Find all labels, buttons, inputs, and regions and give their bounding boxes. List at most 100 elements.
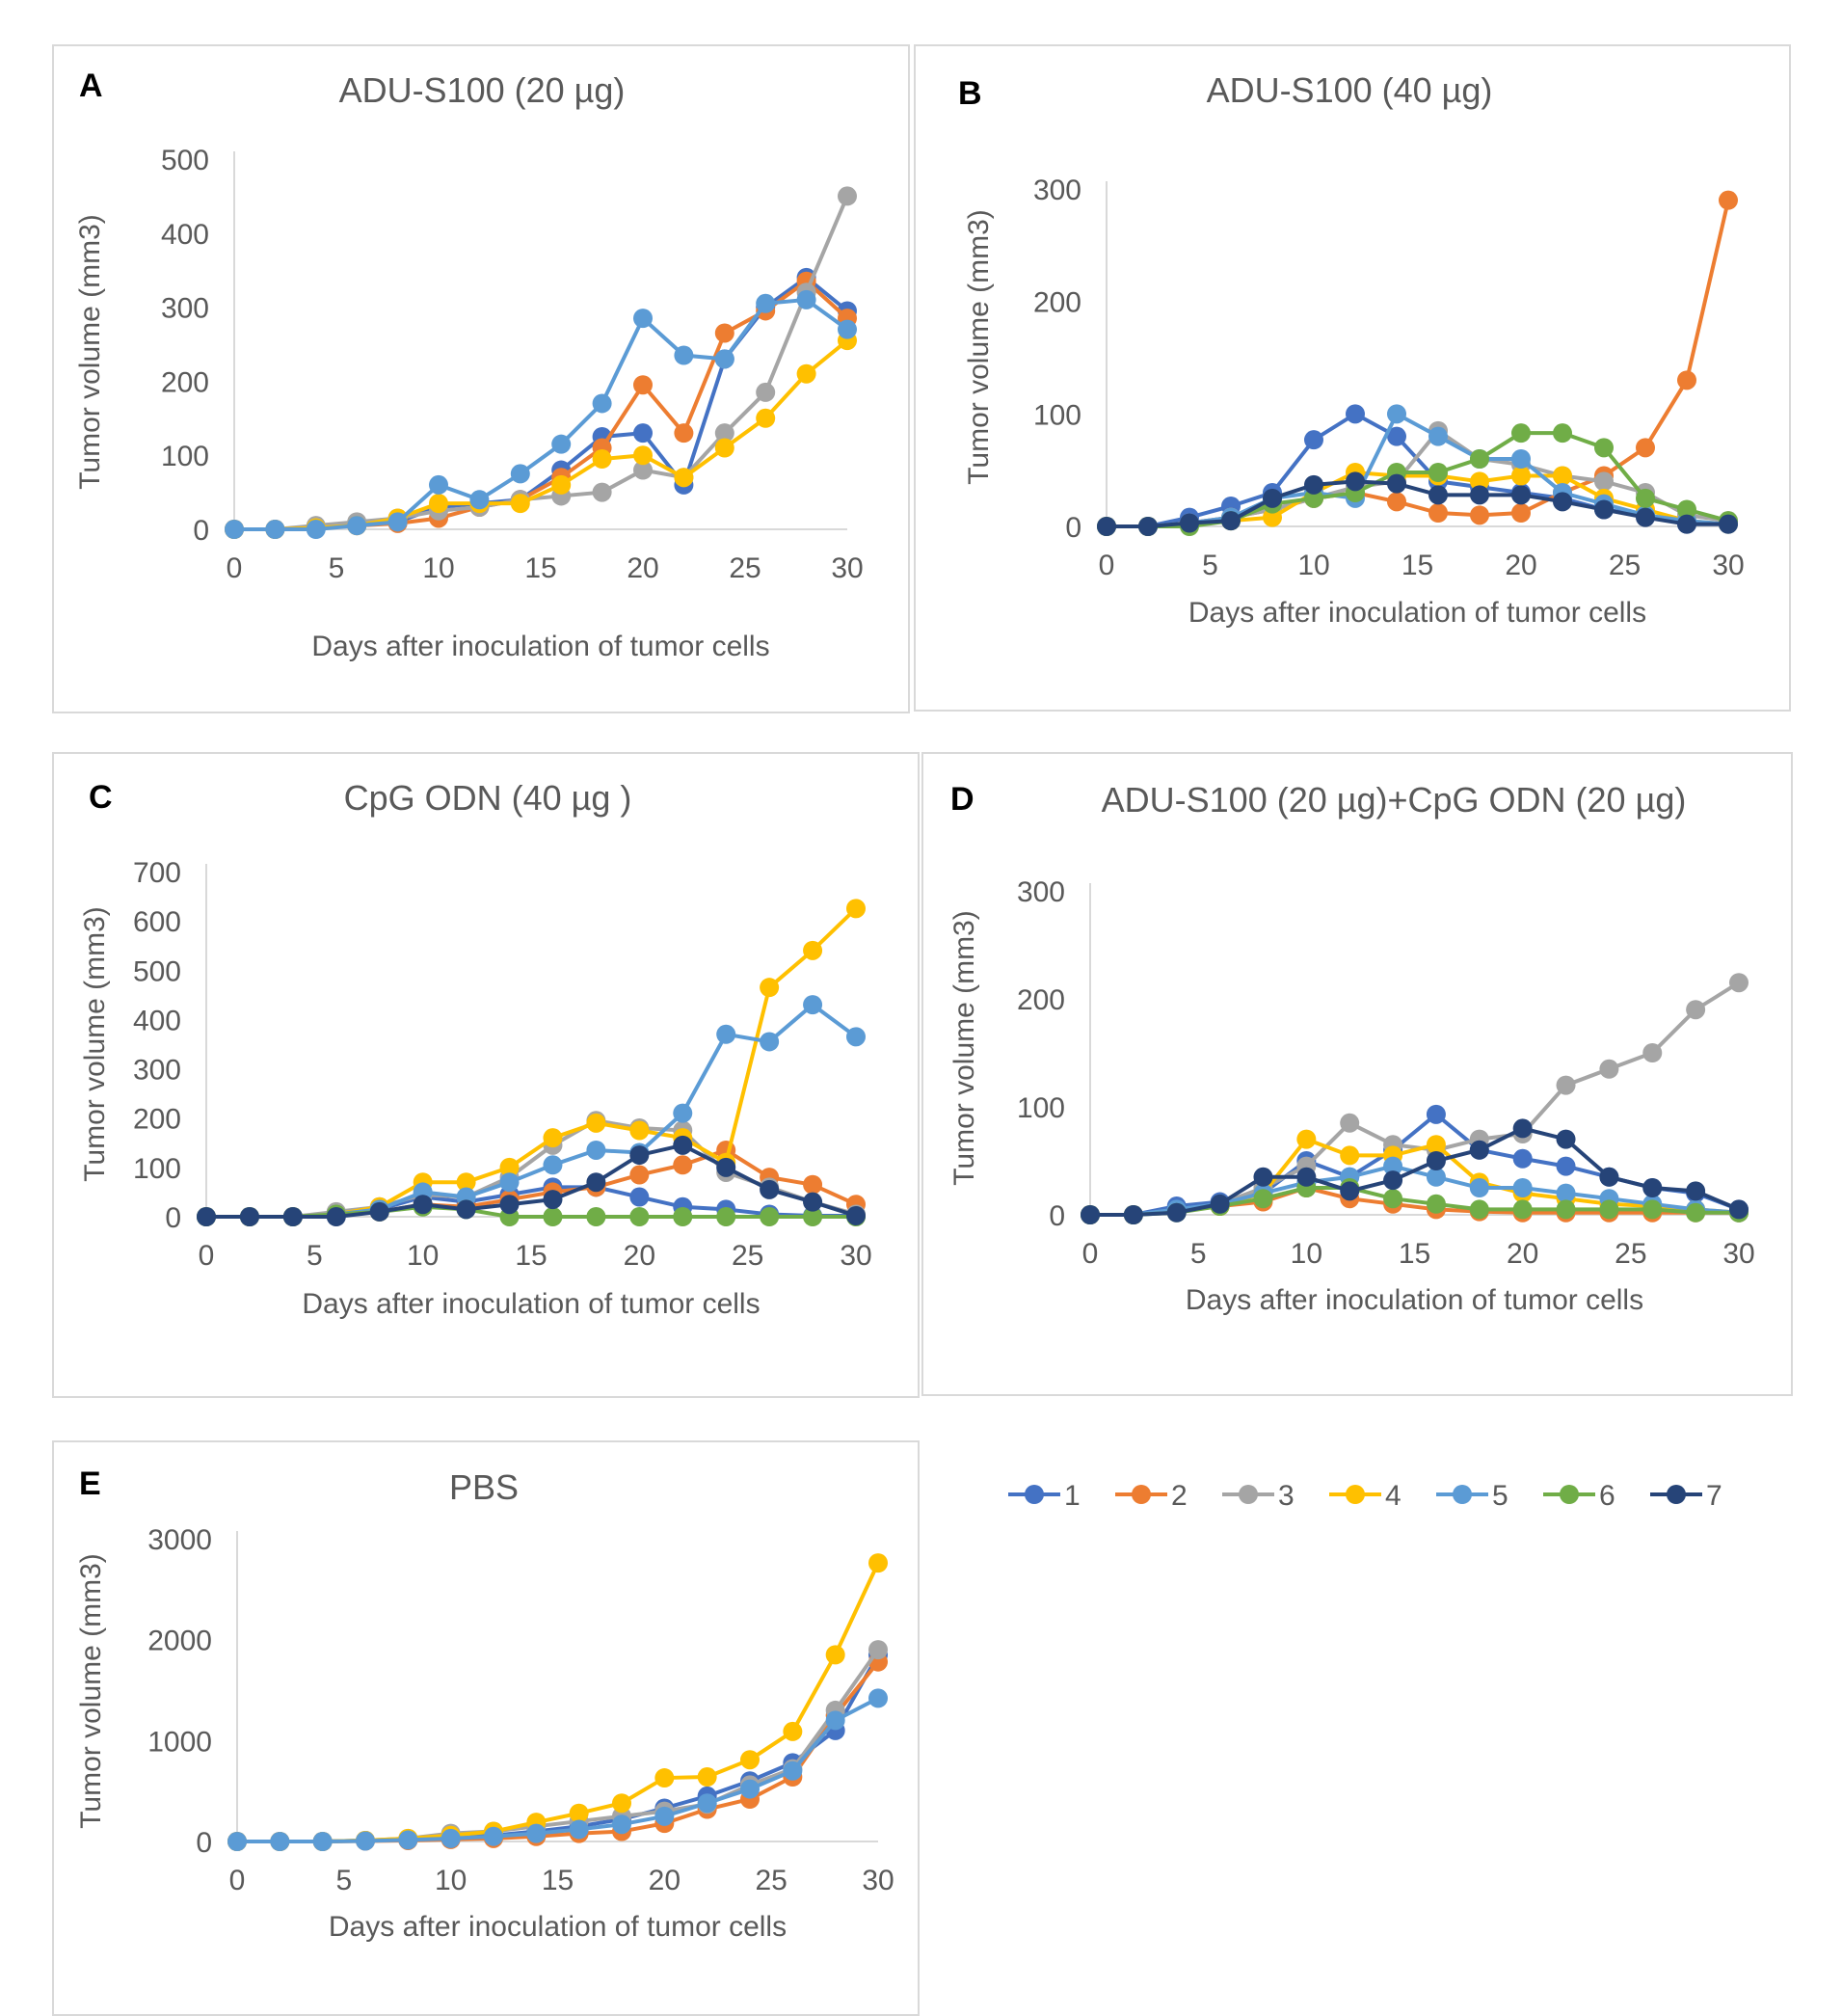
panel-b-series-7-point	[1636, 507, 1655, 527]
panel-c-label: C	[89, 779, 113, 816]
panel-d-x-tick-label: 30	[1722, 1238, 1754, 1270]
panel-c-series-2-point	[803, 1174, 823, 1195]
panel-b-series-6-point	[1594, 438, 1614, 458]
panel-d-series-6-point	[1383, 1189, 1403, 1209]
panel-b-x-tick-label: 30	[1712, 550, 1744, 581]
panel-c-x-axis-label: Days after inoculation of tumor cells	[302, 1288, 760, 1320]
panel-b-chart: B ADU-S100 (40 µg) 0 100 200 300 0 5 10 15 20 25 30 D…	[958, 70, 1745, 629]
panel-b-series-7-point	[1511, 485, 1531, 505]
panel-a-series-5-point	[796, 289, 816, 309]
panel-b-series-7-point	[1263, 488, 1282, 508]
panel-d-series-3-point	[1599, 1059, 1619, 1079]
panel-e-series-4-line	[237, 1562, 880, 1843]
panel-e-series-5-point	[227, 1832, 247, 1851]
panel-c-series-7-point	[326, 1207, 346, 1226]
panel-a-y-axis-label: Tumor volume (mm3)	[74, 214, 106, 490]
panel-c-x-tick-label: 30	[840, 1240, 871, 1272]
panel-a-series-5-line	[234, 297, 849, 531]
panel-c-series-4-point	[846, 899, 866, 919]
panel-a-series-2-point	[633, 375, 653, 395]
panel-c-series-1-point	[629, 1187, 650, 1207]
panel-a-x-tick-label: 25	[729, 552, 761, 584]
panel-e-series-5-point	[740, 1779, 760, 1799]
panel-d-y-tick-label: 200	[1017, 984, 1065, 1016]
panel-c-series-7-point	[413, 1195, 433, 1215]
panel-d-series-7-point	[1642, 1178, 1663, 1197]
panel-d-series-4-point	[1296, 1129, 1317, 1149]
panel-c-series-7-point	[673, 1135, 693, 1155]
panel-c-x-tick-label: 20	[624, 1240, 655, 1272]
panel-c-series-7-point	[456, 1199, 476, 1220]
panel-a-series-4-point	[714, 438, 734, 458]
panel-c-series-7-line	[206, 1142, 857, 1219]
panel-c-series-4-point	[629, 1120, 650, 1141]
panel-c-series-6-point	[803, 1207, 823, 1226]
panel-b-series-2-point	[1387, 492, 1406, 512]
panel-b-series-5-point	[1387, 404, 1406, 424]
panel-c-y-tick-label: 0	[165, 1202, 181, 1234]
panel-c-x-tick-label: 15	[515, 1240, 547, 1272]
panel-d-series-7-point	[1599, 1167, 1619, 1187]
panel-b-series-6-point	[1677, 499, 1696, 520]
panel-d-series-5-point	[1383, 1156, 1403, 1176]
panel-a-x-tick-label: 10	[422, 552, 454, 584]
panel-d-series-5-point	[1426, 1167, 1446, 1187]
panel-d-x-tick-label: 5	[1190, 1238, 1207, 1270]
panel-e-series-1-line	[237, 1653, 880, 1843]
panel-d-series-7-point	[1729, 1199, 1749, 1220]
panel-c-series-7-point	[499, 1195, 520, 1215]
panel-c-series-5-point	[760, 1032, 780, 1052]
panel-c-series-7-point	[716, 1157, 736, 1177]
panel-c-series-7-point	[197, 1207, 216, 1226]
panel-d-series-7-point	[1081, 1205, 1100, 1224]
panel-d-series-5-point	[1512, 1178, 1533, 1197]
panel-a-series-3-point	[838, 186, 857, 206]
panel-e-x-tick-label: 25	[755, 1865, 787, 1896]
panel-d-series-7-point	[1166, 1202, 1187, 1223]
panel-e-label: E	[79, 1465, 101, 1502]
panel-b-x-axis-label: Days after inoculation of tumor cells	[1188, 597, 1646, 629]
legend-label-7: 7	[1706, 1480, 1722, 1512]
panel-b-y-axis-label: Tumor volume (mm3)	[963, 209, 995, 485]
panel-e-x-tick-label: 5	[335, 1865, 352, 1896]
panel-e-y-tick-label: 0	[196, 1827, 212, 1859]
panel-c-series-2-point	[673, 1155, 693, 1175]
panel-d-series-6-point	[1469, 1199, 1489, 1220]
panel-d-series-7-point	[1383, 1170, 1403, 1191]
panel-c-series-7-point	[586, 1172, 606, 1193]
panel-b-series-5-line	[1107, 411, 1729, 528]
panel-c-y-axis-label: Tumor volume (mm3)	[79, 906, 111, 1182]
panel-e-series-5-point	[398, 1830, 418, 1850]
legend-label-2: 2	[1171, 1480, 1188, 1512]
panel-b-frame	[914, 44, 1791, 712]
panel-b-series-4-line	[1107, 470, 1729, 528]
panel-a-title: ADU-S100 (20 µg)	[339, 70, 626, 110]
panel-c-y-tick-label: 100	[133, 1153, 181, 1185]
panel-e-series-5-point	[356, 1831, 375, 1851]
panel-b-x-tick-label: 0	[1099, 550, 1115, 581]
panel-d-series-7-point	[1340, 1181, 1360, 1201]
panel-c-y-tick-label: 700	[133, 857, 181, 889]
panel-e-series-5-point	[654, 1806, 675, 1826]
panel-b-series-1-point	[1304, 430, 1323, 450]
panel-b-series-6-point	[1304, 488, 1323, 508]
panel-a-series-5-point	[429, 474, 448, 495]
panel-b-series-6-point	[1470, 449, 1489, 469]
panel-d-y-tick-label: 100	[1017, 1092, 1065, 1124]
panel-e-y-axis-label: Tumor volume (mm3)	[75, 1553, 107, 1829]
panel-d-y-tick-label: 300	[1017, 876, 1065, 908]
panel-a-series-5-point	[551, 434, 572, 454]
panel-c-series-7-point	[803, 1192, 823, 1212]
panel-a-series-4-point	[551, 474, 572, 495]
panel-b-x-tick-label: 25	[1609, 550, 1641, 581]
panel-b-series-7-point	[1470, 485, 1489, 505]
panel-c-x-tick-label: 5	[307, 1240, 323, 1272]
panel-d-series-3-point	[1729, 973, 1749, 993]
panel-c-x-tick-label: 0	[199, 1240, 215, 1272]
panel-c-series-7-point	[369, 1201, 389, 1222]
panel-e-series-5-point	[526, 1823, 547, 1843]
panel-a-y-tick-label: 500	[161, 145, 209, 176]
panel-e-series-5-point	[825, 1710, 845, 1731]
panel-c-series-4-point	[499, 1157, 520, 1177]
